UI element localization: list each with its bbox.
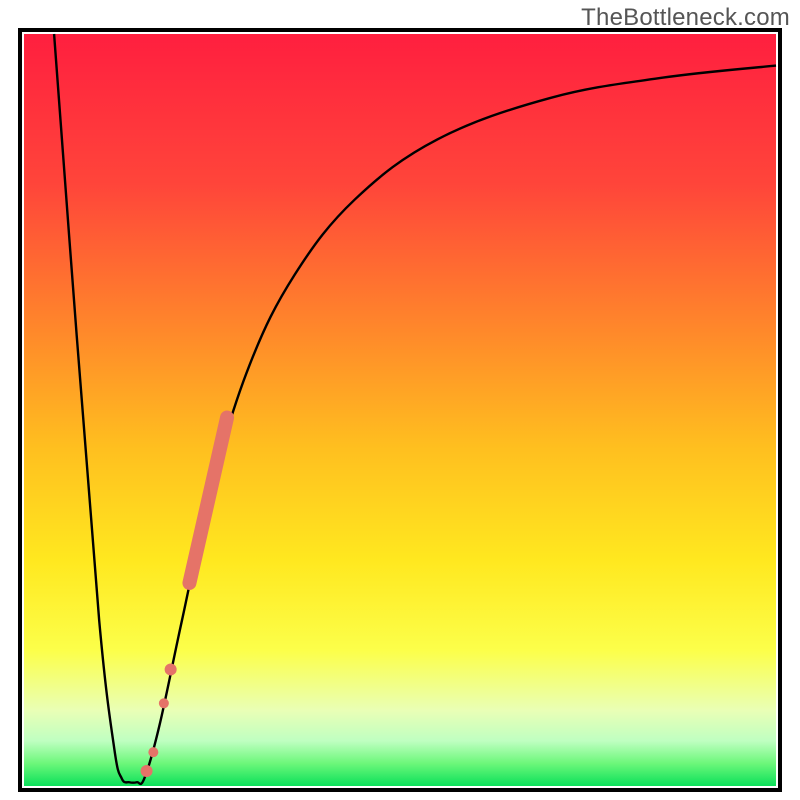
watermark-text: TheBottleneck.com [581, 4, 790, 32]
plot-background [24, 34, 776, 786]
chart-svg [0, 0, 800, 800]
chart-root: TheBottleneck.com [0, 0, 800, 800]
marker-dot [141, 765, 153, 777]
marker-dot [148, 747, 158, 757]
marker-dot [165, 663, 177, 675]
marker-dot [159, 698, 169, 708]
